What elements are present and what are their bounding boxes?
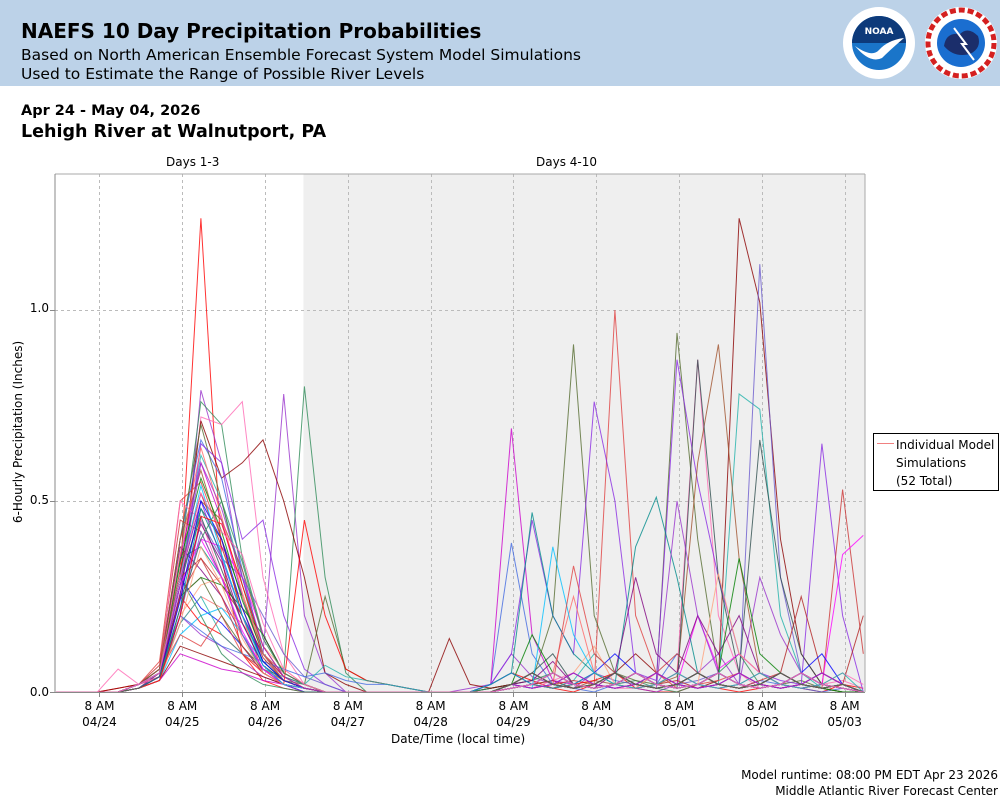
x-tick-time: 8 AM bbox=[498, 699, 529, 713]
y-tick-label: 0.5 bbox=[29, 493, 49, 507]
y-tick-label: 0.0 bbox=[29, 685, 49, 699]
axis-ticks bbox=[50, 310, 846, 697]
date-range: Apr 24 - May 04, 2026 bbox=[21, 103, 201, 119]
x-tick-label: 8 AM 04/25 bbox=[152, 698, 212, 730]
x-tick-time: 8 AM bbox=[746, 699, 777, 713]
x-tick-date: 04/29 bbox=[496, 715, 531, 729]
nws-logo-icon bbox=[925, 7, 997, 79]
x-tick-date: 04/25 bbox=[164, 715, 200, 729]
x-tick-label: 8 AM 04/29 bbox=[483, 698, 543, 730]
x-tick-label: 8 AM 04/24 bbox=[69, 698, 129, 730]
location-title: Lehigh River at Walnutport, PA bbox=[21, 122, 327, 142]
x-tick-time: 8 AM bbox=[332, 699, 363, 713]
x-tick-date: 04/24 bbox=[82, 715, 117, 729]
x-tick-time: 8 AM bbox=[581, 699, 612, 713]
legend-label-line1: Individual Model bbox=[896, 438, 995, 452]
page-title: NAEFS 10 Day Precipitation Probabilities bbox=[21, 19, 482, 43]
x-tick-time: 8 AM bbox=[250, 699, 281, 713]
x-tick-date: 05/02 bbox=[744, 715, 780, 729]
x-tick-label: 8 AM 04/27 bbox=[318, 698, 378, 730]
x-tick-date: 04/27 bbox=[330, 715, 366, 729]
x-tick-date: 05/03 bbox=[827, 715, 862, 729]
x-tick-date: 04/30 bbox=[578, 715, 614, 729]
x-tick-label: 8 AM 04/30 bbox=[566, 698, 626, 730]
x-tick-date: 04/26 bbox=[247, 715, 283, 729]
x-axis-label: Date/Time (local time) bbox=[391, 732, 526, 746]
x-tick-label: 8 AM 04/26 bbox=[235, 698, 295, 730]
x-tick-time: 8 AM bbox=[415, 699, 446, 713]
noaa-logo-text: NOAA bbox=[865, 27, 894, 37]
model-runtime: Model runtime: 08:00 PM EDT Apr 23 2026 bbox=[741, 768, 998, 782]
legend-swatch bbox=[877, 443, 894, 444]
x-tick-time: 8 AM bbox=[829, 699, 860, 713]
y-axis-label: 6-Hourly Precipitation (Inches) bbox=[11, 340, 25, 524]
legend: Individual Model Simulations (52 Total) bbox=[873, 433, 999, 491]
x-tick-time: 8 AM bbox=[167, 699, 198, 713]
header-banner: NAEFS 10 Day Precipitation Probabilities… bbox=[0, 0, 1000, 86]
x-tick-time: 8 AM bbox=[664, 699, 695, 713]
noaa-logo-icon: NOAA bbox=[843, 7, 915, 79]
x-tick-date: 05/01 bbox=[661, 715, 697, 729]
x-tick-label: 8 AM 05/03 bbox=[815, 698, 875, 730]
forecast-center: Middle Atlantic River Forecast Center bbox=[775, 784, 998, 798]
legend-label-line3: (52 Total) bbox=[896, 474, 953, 488]
region-label-days-1-3: Days 1-3 bbox=[166, 155, 220, 169]
region-label-days-4-10: Days 4-10 bbox=[536, 155, 597, 169]
x-tick-time: 8 AM bbox=[84, 699, 115, 713]
x-tick-label: 8 AM 05/01 bbox=[649, 698, 709, 730]
page-subtitle: Based on North American Ensemble Forecas… bbox=[21, 46, 581, 64]
x-tick-label: 8 AM 04/28 bbox=[401, 698, 461, 730]
page-subtitle-2: Used to Estimate the Range of Possible R… bbox=[21, 65, 425, 83]
x-tick-date: 04/28 bbox=[413, 715, 448, 729]
x-tick-label: 8 AM 05/02 bbox=[732, 698, 792, 730]
legend-label-line2: Simulations bbox=[896, 456, 967, 470]
y-tick-label: 1.0 bbox=[29, 301, 49, 315]
